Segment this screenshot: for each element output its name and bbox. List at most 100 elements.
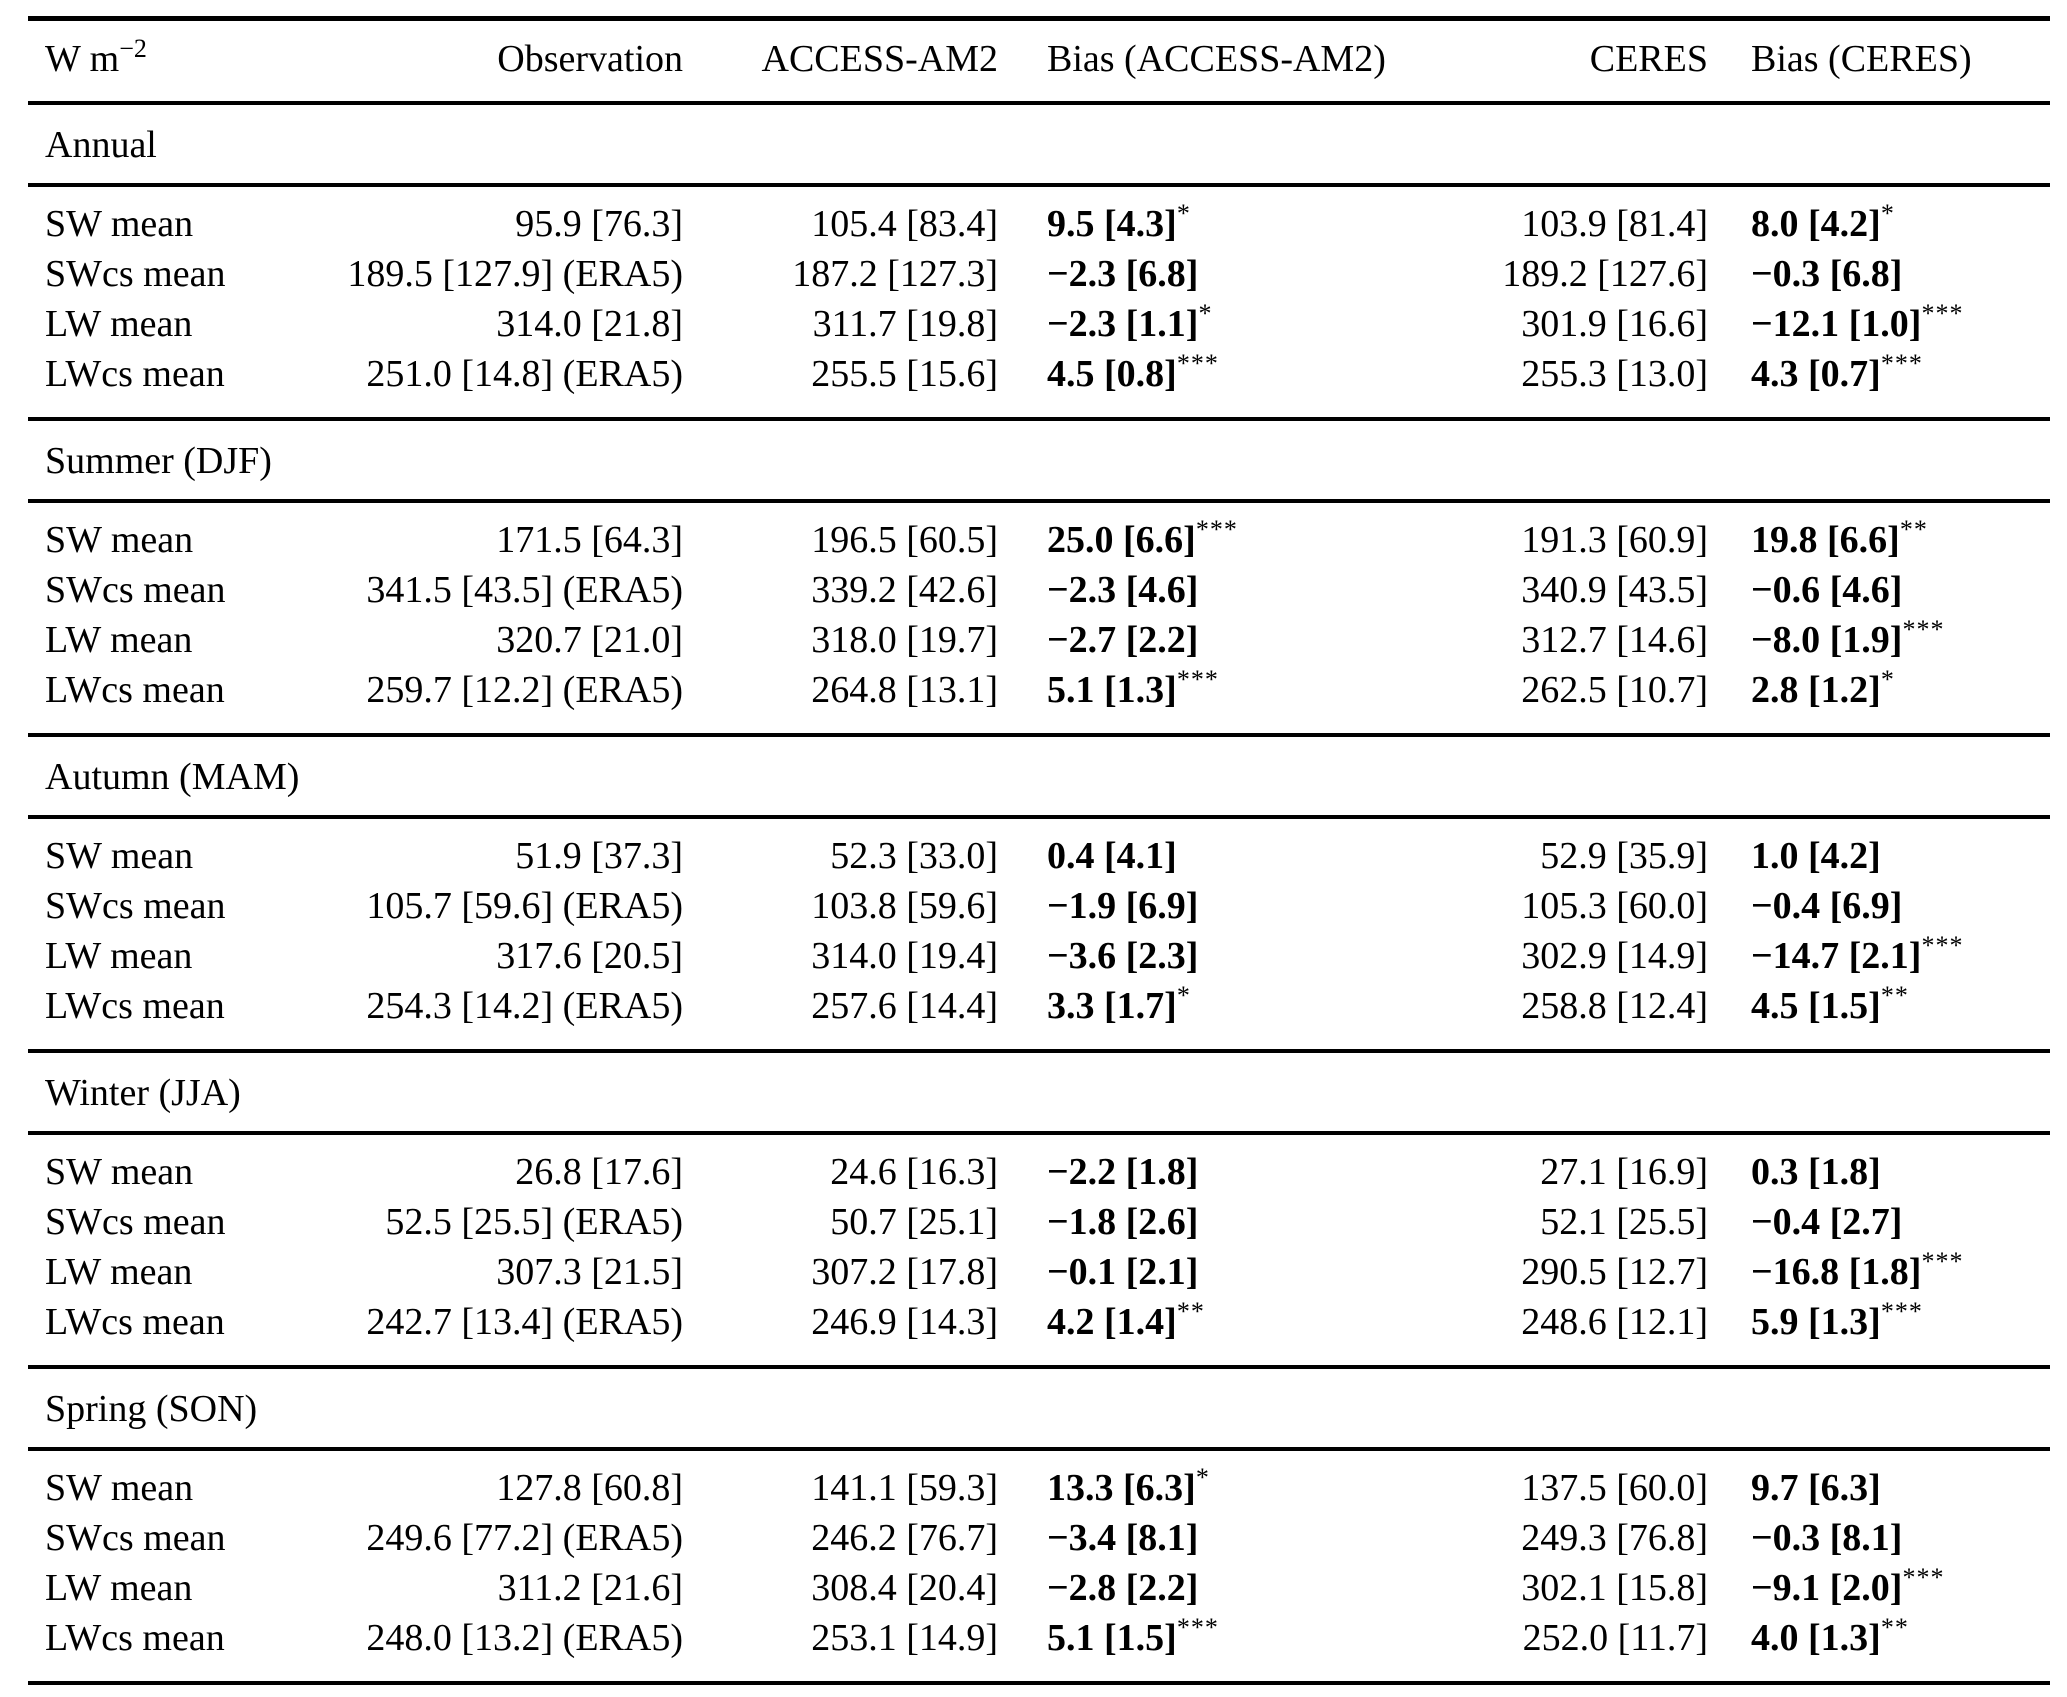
bias-value: −3.4 [8.1] [1047,1517,1199,1559]
bias-value: −0.4 [6.9] [1751,885,1903,927]
ceres-value: 255.3 [13.0] [1521,353,1708,395]
row-label: LW mean [45,1251,193,1293]
section-autumn-title: Autumn (MAM) [28,735,2050,817]
bias-value: 25.0 [6.6] [1047,519,1196,561]
significance-stars: *** [1176,1613,1219,1642]
bias-ceres-value: −0.6 [4.6] [1723,565,2050,615]
access-am2-value: 52.3 [33.0] [830,835,998,877]
observation-value: 259.7 [12.2] (ERA5) [366,669,683,711]
bias-value: 9.5 [4.3] [1047,203,1177,245]
section-summer-title: Summer (DJF) [28,419,2050,501]
bias-access-am2-value: −2.2 [1.8] [1013,1133,1473,1197]
bias-value: −2.3 [1.1] [1047,303,1199,345]
observation-value: 311.2 [21.6] [497,1567,683,1609]
col-bias-access-am2: Bias (ACCESS-AM2) [1047,38,1386,80]
bias-value: 13.3 [6.3] [1047,1467,1196,1509]
section-title-row: Autumn (MAM) [28,735,2050,817]
section-winter-title: Winter (JJA) [28,1051,2050,1133]
significance-stars: * [1176,199,1191,228]
row-label: SW mean [45,519,194,561]
significance-stars: *** [1921,1247,1964,1276]
table-row: LW mean 311.2 [21.6] 308.4 [20.4] −2.8 [… [28,1563,2050,1613]
significance-stars: *** [1195,515,1238,544]
significance-stars: *** [1921,931,1964,960]
bias-access-am2-value: 25.0 [6.6]*** [1013,501,1473,565]
bias-ceres-value: −0.4 [2.7] [1723,1197,2050,1247]
section-title: Summer (DJF) [45,440,272,482]
row-label: SW mean [45,203,194,245]
bias-ceres-value: −14.7 [2.1]*** [1723,931,2050,981]
bias-value: −0.4 [2.7] [1751,1201,1903,1243]
bias-value: 5.1 [1.5] [1047,1617,1177,1659]
access-am2-value: 264.8 [13.1] [811,669,998,711]
access-am2-value: 196.5 [60.5] [811,519,998,561]
access-am2-value: 187.2 [127.3] [792,253,998,295]
bias-value: 8.0 [4.2] [1751,203,1881,245]
row-label: SWcs mean [45,569,226,611]
bias-access-am2-value: 9.5 [4.3]* [1013,185,1473,249]
row-label: LWcs mean [45,1617,225,1659]
ceres-value: 249.3 [76.8] [1521,1517,1708,1559]
table-row: LW mean 314.0 [21.8] 311.7 [19.8] −2.3 [… [28,299,2050,349]
significance-stars: ** [1176,1297,1205,1326]
bias-value: −2.3 [6.8] [1047,253,1199,295]
section-autumn-body: SW mean 51.9 [37.3] 52.3 [33.0] 0.4 [4.1… [28,817,2050,1051]
bias-value: −3.6 [2.3] [1047,935,1199,977]
table-row: LWcs mean 254.3 [14.2] (ERA5) 257.6 [14.… [28,981,2050,1051]
section-title: Winter (JJA) [45,1072,241,1114]
bias-ceres-value: 0.3 [1.8] [1723,1133,2050,1197]
ceres-value: 137.5 [60.0] [1521,1467,1708,1509]
access-am2-value: 253.1 [14.9] [811,1617,998,1659]
bias-access-am2-value: −3.4 [8.1] [1013,1513,1473,1563]
access-am2-value: 311.7 [19.8] [812,303,998,345]
row-label: SW mean [45,1151,194,1193]
significance-stars: * [1880,665,1895,694]
table-row: SWcs mean 105.7 [59.6] (ERA5) 103.8 [59.… [28,881,2050,931]
significance-stars: *** [1880,1297,1923,1326]
bias-ceres-value: −0.4 [6.9] [1723,881,2050,931]
col-observation: Observation [497,38,683,80]
ceres-value: 262.5 [10.7] [1521,669,1708,711]
observation-value: 248.0 [13.2] (ERA5) [366,1617,683,1659]
access-am2-value: 339.2 [42.6] [811,569,998,611]
col-bias-ceres: Bias (CERES) [1751,38,1972,80]
access-am2-value: 24.6 [16.3] [830,1151,998,1193]
bias-access-am2-value: −0.1 [2.1] [1013,1247,1473,1297]
observation-value: 320.7 [21.0] [496,619,683,661]
row-label: SWcs mean [45,253,226,295]
row-label: SWcs mean [45,885,226,927]
section-title: Annual [45,124,157,166]
bias-access-am2-value: 4.5 [0.8]*** [1013,349,1473,419]
bias-ceres-value: −16.8 [1.8]*** [1723,1247,2050,1297]
bias-ceres-value: −9.1 [2.0]*** [1723,1563,2050,1613]
ceres-value: 189.2 [127.6] [1502,253,1708,295]
significance-stars: * [1195,1463,1210,1492]
row-label: LWcs mean [45,669,225,711]
table-row: LWcs mean 242.7 [13.4] (ERA5) 246.9 [14.… [28,1297,2050,1367]
bias-access-am2-value: 13.3 [6.3]* [1013,1449,1473,1513]
table-row: SW mean 171.5 [64.3] 196.5 [60.5] 25.0 [… [28,501,2050,565]
observation-value: 52.5 [25.5] (ERA5) [385,1201,683,1243]
bias-access-am2-value: 5.1 [1.5]*** [1013,1613,1473,1683]
observation-value: 51.9 [37.3] [515,835,683,877]
significance-stars: *** [1921,299,1964,328]
bias-ceres-value: −0.3 [8.1] [1723,1513,2050,1563]
row-label: LW mean [45,619,193,661]
bias-ceres-value: −8.0 [1.9]*** [1723,615,2050,665]
row-label: LW mean [45,1567,193,1609]
access-am2-value: 141.1 [59.3] [811,1467,998,1509]
ceres-value: 290.5 [12.7] [1521,1251,1708,1293]
section-annual-title: Annual [28,103,2050,185]
section-title-row: Winter (JJA) [28,1051,2050,1133]
bias-ceres-value: −0.3 [6.8] [1723,249,2050,299]
bias-value: 4.3 [0.7] [1751,353,1881,395]
bias-ceres-value: 4.5 [1.5]** [1723,981,2050,1051]
access-am2-value: 307.2 [17.8] [811,1251,998,1293]
bias-value: −2.8 [2.2] [1047,1567,1199,1609]
bias-value: −16.8 [1.8] [1751,1251,1922,1293]
bias-value: 4.2 [1.4] [1047,1301,1177,1343]
row-label: SWcs mean [45,1201,226,1243]
ceres-value: 340.9 [43.5] [1521,569,1708,611]
observation-value: 242.7 [13.4] (ERA5) [366,1301,683,1343]
